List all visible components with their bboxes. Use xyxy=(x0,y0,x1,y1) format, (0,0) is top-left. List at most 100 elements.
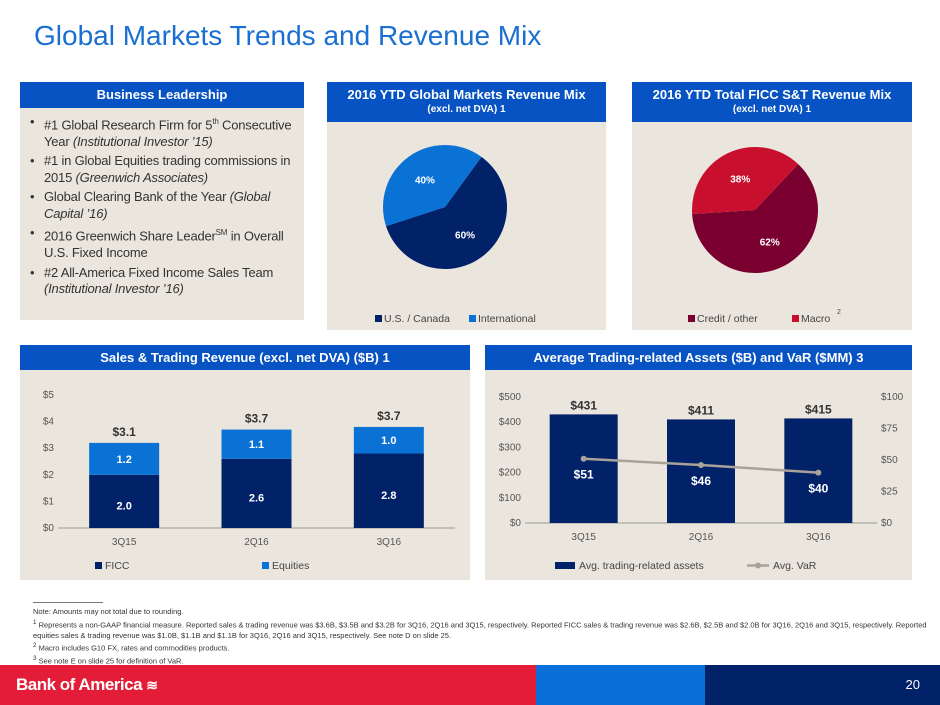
y-tick-label: $500 xyxy=(499,392,522,403)
y-tick-label: $2 xyxy=(43,470,55,481)
footnote: Note: Amounts may not total due to round… xyxy=(33,607,184,616)
y2-tick-label: $0 xyxy=(881,518,893,529)
footnote: 3 See note E on slide 25 for definition … xyxy=(33,655,184,666)
bar-label: $411 xyxy=(688,403,714,417)
bar-segment xyxy=(353,426,424,454)
legend-label: Avg. trading-related assets xyxy=(579,560,704,572)
data-label: 38% xyxy=(730,175,750,186)
bar-label: 1.0 xyxy=(381,435,396,447)
leadership-item: Global Clearing Bank of the Year (Global… xyxy=(28,189,302,222)
legend-label: Macro xyxy=(801,313,830,325)
pie-slice xyxy=(692,164,818,273)
y-tick-label: $0 xyxy=(510,518,522,529)
pie-chart: 62% Credit / other 38% Macro 2 xyxy=(688,147,841,325)
total-label: $3.7 xyxy=(245,412,269,426)
legend-swatch xyxy=(792,315,799,322)
bar-segment xyxy=(221,458,292,528)
legend-label: U.S. / Canada xyxy=(384,313,450,325)
x-tick-label: 2Q16 xyxy=(244,537,269,548)
chart-title: 2016 YTD Total FICC S&T Revenue Mix xyxy=(652,87,892,102)
data-label: 62% xyxy=(760,237,780,248)
x-tick-label: 3Q15 xyxy=(112,537,137,548)
flag-icon: ≋ xyxy=(146,677,158,693)
legend-swatch xyxy=(375,315,382,322)
line-label: $46 xyxy=(691,474,711,488)
y-tick-label: $200 xyxy=(499,468,522,479)
x-tick-label: 3Q16 xyxy=(806,532,831,543)
total-label: $3.7 xyxy=(377,409,401,423)
legend-marker xyxy=(755,562,761,569)
bar-label: 2.6 xyxy=(249,492,264,504)
bank-logo: Bank of America ≋ xyxy=(16,675,158,694)
y-tick-label: $3 xyxy=(43,443,55,454)
leadership-item: 2016 Greenwich Share LeaderSM in Overall… xyxy=(28,225,302,261)
legend-label: International xyxy=(478,313,536,325)
y-tick-label: $5 xyxy=(43,390,55,401)
chart-subtitle: (excl. net DVA) 1 xyxy=(427,104,506,115)
y2-tick-label: $50 xyxy=(881,455,898,466)
chart-title: Sales & Trading Revenue (excl. net DVA) … xyxy=(20,345,470,370)
bar-label: $415 xyxy=(805,402,832,416)
panel-header: Business Leadership xyxy=(20,82,304,108)
leadership-item: #2 All-America Fixed Income Sales Team (… xyxy=(28,265,302,298)
chart-title: 2016 YTD Global Markets Revenue Mix xyxy=(347,87,586,102)
var-point xyxy=(580,455,587,462)
y-tick-label: $0 xyxy=(43,523,55,534)
pie-chart: 60% U.S. / Canada 40% International xyxy=(375,145,536,325)
leadership-item: #1 in Global Equities trading commission… xyxy=(28,153,302,186)
total-label: $3.1 xyxy=(112,425,136,439)
bar xyxy=(667,419,735,523)
bar-segment xyxy=(89,442,160,475)
page-number: 20 xyxy=(905,677,920,692)
bar-segment xyxy=(89,474,160,528)
bar-segment xyxy=(353,453,424,528)
trading-assets-panel: Average Trading-related Assets ($B) and … xyxy=(485,345,912,580)
page-title: Global Markets Trends and Revenue Mix xyxy=(34,20,542,51)
bar-segment xyxy=(221,429,292,459)
line-label: $40 xyxy=(808,482,828,496)
bar-label: 2.8 xyxy=(381,490,396,502)
pie-panel-global: 2016 YTD Global Markets Revenue Mix (excl… xyxy=(327,82,606,330)
data-label: 60% xyxy=(455,231,475,242)
var-point xyxy=(698,462,704,469)
chart-subtitle: (excl. net DVA) 1 xyxy=(732,104,812,115)
bar-label: 1.2 xyxy=(117,454,132,466)
legend-label: Avg. VaR xyxy=(773,560,817,572)
legend-swatch xyxy=(262,562,269,569)
legend-label: Equities xyxy=(272,560,309,572)
y2-tick-label: $75 xyxy=(881,424,898,435)
bar-label: 1.1 xyxy=(249,439,264,451)
stacked-bar-chart: $0 $1 $2 $3 $4 $5 2.0 1.2 $3.1 3Q15 2.6 1.1 $3.7 2Q16… xyxy=(43,390,455,572)
bar-line-chart: $0 $100 $200 $300 $400 $500 $0 $25 $50 $75 $100 $43… xyxy=(499,392,904,572)
footer-band: Bank of America ≋ 20 xyxy=(0,665,940,705)
legend-swatch xyxy=(555,562,575,569)
pie-slice xyxy=(692,147,799,214)
y2-tick-label: $25 xyxy=(881,487,898,498)
footnotes: Note: Amounts may not total due to round… xyxy=(33,602,933,667)
legend-label: Credit / other xyxy=(697,313,758,325)
bar-label: 2.0 xyxy=(117,500,132,512)
business-leadership-panel: Business Leadership #1 Global Research F… xyxy=(20,82,304,320)
y2-tick-label: $100 xyxy=(881,392,904,403)
y-tick-label: $4 xyxy=(43,417,55,428)
leadership-list: #1 Global Research Firm for 5th Consecut… xyxy=(20,108,304,298)
pie-slice xyxy=(383,145,482,227)
sales-trading-panel: Sales & Trading Revenue (excl. net DVA) … xyxy=(20,345,470,580)
legend-swatch xyxy=(95,562,102,569)
pie-slice xyxy=(386,156,507,269)
pie-panel-ficc: 2016 YTD Total FICC S&T Revenue Mix (excl… xyxy=(632,82,912,330)
legend-swatch xyxy=(688,315,695,322)
bar-label: $431 xyxy=(570,398,597,412)
x-tick-label: 3Q15 xyxy=(571,532,596,543)
legend-sup: 2 xyxy=(837,309,841,316)
leadership-item: #1 Global Research Firm for 5th Consecut… xyxy=(28,114,302,150)
legend-swatch xyxy=(469,315,476,322)
bar xyxy=(549,414,618,523)
y-tick-label: $300 xyxy=(499,442,522,453)
var-point xyxy=(815,469,822,476)
footnote: 2 Macro includes G10 FX, rates and commo… xyxy=(33,642,230,653)
x-tick-label: 2Q16 xyxy=(689,532,714,543)
y-tick-label: $1 xyxy=(43,496,55,507)
line-label: $51 xyxy=(574,468,594,482)
y-tick-label: $400 xyxy=(499,417,522,428)
